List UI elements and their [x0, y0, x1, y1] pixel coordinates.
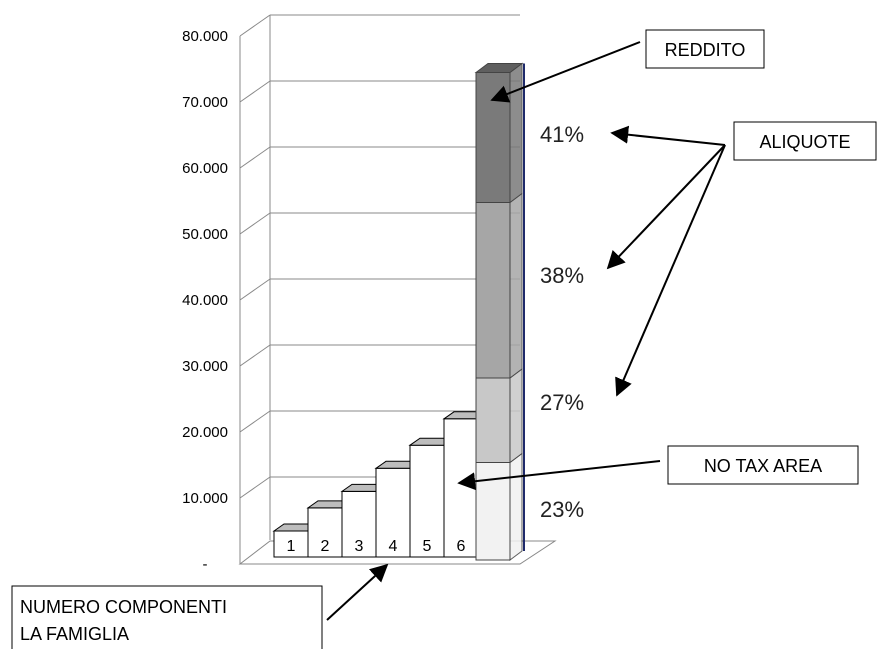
aliquote-label: ALIQUOTE	[759, 132, 850, 152]
y-tick-label: 20.000	[182, 424, 228, 441]
arrow-aliquote-41	[610, 125, 726, 146]
family-bar-label: 1	[287, 538, 296, 555]
grid-depth-line	[239, 476, 271, 499]
grid-depth-line	[239, 410, 271, 433]
grid-depth-line	[239, 278, 271, 301]
family-bar: 3	[340, 483, 388, 558]
income-bar-top	[474, 63, 524, 73]
rate-label: 27%	[540, 390, 584, 415]
grid-depth-line	[239, 344, 271, 367]
y-tick-label: 40.000	[182, 292, 228, 309]
rate-labels: 23% 27% 38% 41%	[540, 122, 584, 522]
rate-label: 38%	[540, 263, 584, 288]
aliquote-callout: ALIQUOTE	[733, 121, 877, 161]
income-segment-side	[509, 62, 523, 204]
income-segment-side	[509, 452, 523, 561]
arrow-reddito	[490, 41, 641, 103]
family-bar: 2	[306, 500, 354, 558]
arrow-no-tax-area	[457, 460, 661, 491]
rate-label: 23%	[540, 497, 584, 522]
no-tax-area-label: NO TAX AREA	[704, 456, 822, 476]
grid-depth-line	[239, 80, 271, 103]
income-segment-side	[509, 192, 523, 379]
family-bars: 1 2 3 4 5 6	[272, 411, 490, 558]
arrow-aliquote-27	[615, 144, 726, 397]
y-axis-tick-labels: - 10.000 20.000 30.000 40.000 50.000 60.000 70.…	[182, 28, 228, 573]
y-tick-label: 50.000	[182, 226, 228, 243]
reddito-callout: REDDITO	[645, 29, 765, 69]
y-tick-label: 70.000	[182, 94, 228, 111]
family-bar-label: 3	[355, 538, 364, 555]
y-tick-label: -	[203, 556, 208, 573]
family-bar-label: 4	[389, 538, 398, 555]
y-tick-label: 80.000	[182, 28, 228, 45]
income-segment-side	[509, 368, 523, 464]
annotation-arrows	[326, 41, 726, 621]
family-bar-front	[341, 490, 377, 558]
family-bar-label: 2	[321, 538, 330, 555]
arrow-aliquote-38	[606, 144, 726, 270]
grid-depth-line	[239, 146, 271, 169]
numero-componenti-line2: LA FAMIGLIA	[20, 624, 129, 644]
income-segment	[475, 72, 511, 203]
reddito-label: REDDITO	[665, 40, 746, 60]
numero-componenti-callout: NUMERO COMPONENTI LA FAMIGLIA	[11, 585, 323, 649]
numero-componenti-line1: NUMERO COMPONENTI	[20, 597, 227, 617]
income-segment	[475, 202, 511, 379]
y-tick-label: 30.000	[182, 358, 228, 375]
family-bar-label: 6	[457, 538, 466, 555]
no-tax-area-callout: NO TAX AREA	[667, 445, 859, 485]
family-bar: 1	[272, 523, 320, 558]
arrow-numero-componenti	[326, 563, 389, 621]
family-bar-front	[443, 418, 479, 558]
grid-depth-line	[239, 14, 271, 37]
family-bar: 5	[408, 437, 456, 558]
y-tick-label: 60.000	[182, 160, 228, 177]
rate-label: 41%	[540, 122, 584, 147]
income-segment	[475, 377, 511, 463]
family-bar: 4	[374, 460, 422, 558]
y-tick-label: 10.000	[182, 490, 228, 507]
grid-depth-line	[239, 212, 271, 235]
family-bar-label: 5	[423, 538, 432, 555]
income-stack-bar	[474, 62, 525, 561]
chart-floor	[238, 540, 557, 565]
